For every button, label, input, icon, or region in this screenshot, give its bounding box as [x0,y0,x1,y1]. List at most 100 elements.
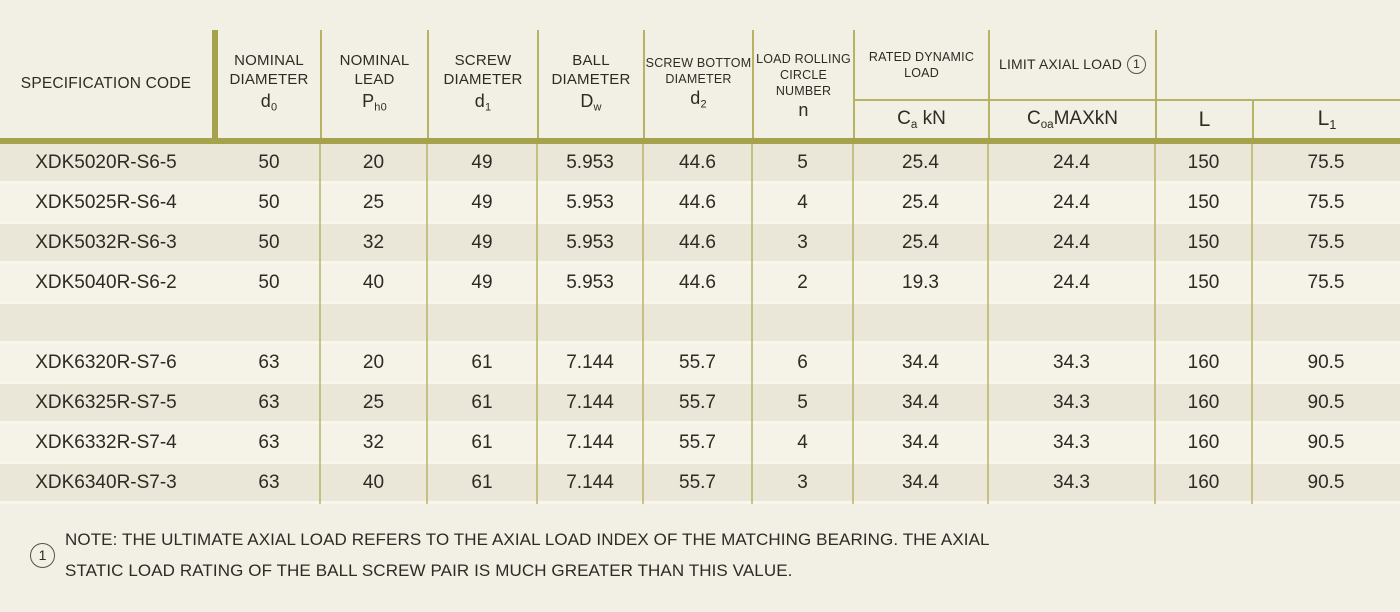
value-cell: 49 [471,191,493,213]
value-cell: 55.7 [679,351,716,373]
value-cell: 25 [362,191,385,213]
value-cell: 40 [362,471,385,493]
subheader-divider-line [853,99,1400,101]
column-header-limit-axial-load: LIMIT AXIAL LOAD 1 [988,30,1155,99]
symbol-ca: Ca kN [897,108,946,131]
value-cell: 3 [797,231,808,253]
spec-code-cell: XDK6332R-S7-4 [35,431,177,453]
spec-code-cell: XDK6320R-S7-6 [35,351,177,373]
symbol-ph0: Ph0 [362,90,387,114]
value-cell: 32 [362,231,385,253]
symbol-l1: L1 [1317,106,1337,133]
value-cell [643,304,752,341]
table-body: XDK5020R-S6-5 50 20 49 5.953 44.6 5 25.4 24.4 150… [0,144,1400,504]
table-row: XDK6320R-S7-6 63 20 61 7.144 55.7 6 34.4 34.3 160… [0,344,1400,384]
value-cell: 61 [471,431,493,453]
table-row: XDK5020R-S6-5 50 20 49 5.953 44.6 5 25.4 24.4 150… [0,144,1400,184]
value-cell: 7.144 [566,431,614,453]
value-cell: 49 [471,271,493,293]
value-cell: 5 [797,391,808,413]
value-cell: 75.5 [1307,191,1345,213]
value-cell: 75.5 [1307,271,1345,293]
value-cell: 160 [1187,431,1220,453]
header-line: LOAD ROLLING [756,51,851,66]
value-cell: 61 [471,391,493,413]
value-cell: 4 [797,431,808,453]
value-cell: 20 [362,151,385,173]
spec-code-cell: XDK5040R-S6-2 [35,271,177,293]
value-cell: 44.6 [679,151,716,173]
value-cell [988,304,1155,341]
subheader-ca-kn: Ca kN [853,101,988,138]
header-line: LEAD [354,70,395,88]
value-cell [320,304,427,341]
spec-code-cell [0,304,212,341]
value-cell [1252,304,1400,341]
value-cell: 34.3 [1053,351,1090,373]
value-cell: 44.6 [679,271,716,293]
value-cell: 50 [258,191,280,213]
column-header-specification-code: SPECIFICATION CODE [20,75,192,92]
symbol-l: L [1198,107,1211,131]
header-line: CIRCLE NUMBER [775,67,832,98]
header-line: DIAMETER [443,70,523,88]
value-cell [1155,304,1252,341]
spec-table: SPECIFICATION CODE NOMINAL DIAMETER d0 N… [0,30,1400,504]
value-cell: 25.4 [902,151,939,173]
header-line: DIAMETER [229,70,309,88]
subheader-coa-maxkn: CoaMAXkN [988,101,1155,138]
value-cell: 24.4 [1053,271,1090,293]
value-cell: 90.5 [1307,431,1345,453]
value-cell: 7.144 [566,471,614,493]
spec-code-cell: XDK5020R-S6-5 [35,151,177,173]
value-cell: 25.4 [902,191,939,213]
column-header-screw-diameter: SCREW DIAMETER d1 [427,30,537,138]
symbol-n: n [798,99,809,120]
value-cell [752,304,853,341]
value-cell [537,304,643,341]
spec-code-cell: XDK5025R-S6-4 [35,191,177,213]
value-cell: 34.4 [902,471,939,493]
circled-1-icon: 1 [1127,55,1147,74]
value-cell: 5.953 [566,191,614,213]
value-cell: 7.144 [566,391,614,413]
column-header-ball-diameter: BALL DIAMETER Dw [537,30,643,138]
value-cell: 24.4 [1053,191,1090,213]
header-line: LOAD [904,65,939,80]
value-cell: 49 [471,151,493,173]
value-cell: 5.953 [566,151,614,173]
value-cell: 160 [1187,471,1220,493]
value-cell: 150 [1187,191,1220,213]
value-cell: 63 [258,431,280,453]
value-cell: 34.4 [902,351,939,373]
table-row: XDK5040R-S6-2 50 40 49 5.953 44.6 2 19.3 24.4 150… [0,264,1400,304]
value-cell: 50 [258,231,280,253]
table-row: XDK5032R-S6-3 50 32 49 5.953 44.6 3 25.4 24.4 150… [0,224,1400,264]
column-divider-line [751,144,753,504]
column-header-rated-dynamic-load: RATED DYNAMIC LOAD [853,30,988,99]
table-row: XDK6332R-S7-4 63 32 61 7.144 55.7 4 34.4 34.3 160… [0,424,1400,464]
value-cell: 34.3 [1053,471,1090,493]
spec-code-cell: XDK5032R-S6-3 [35,231,177,253]
column-header-screw-bottom-diameter: SCREW BOTTOM DIAMETER d2 [643,30,752,138]
footnote-line-1: NOTE: THE ULTIMATE AXIAL LOAD REFERS TO … [65,530,990,549]
header-spacer [1155,30,1252,99]
value-cell: 55.7 [679,431,716,453]
value-cell: 49 [471,231,493,253]
value-cell: 160 [1187,351,1220,373]
value-cell: 55.7 [679,471,716,493]
value-cell: 63 [258,391,280,413]
value-cell: 19.3 [902,271,939,293]
value-cell: 5.953 [566,231,614,253]
value-cell: 34.4 [902,431,939,453]
value-cell: 5.953 [566,271,614,293]
column-divider-line [536,144,538,504]
header-line: BALL [572,51,610,69]
column-divider-line [1154,144,1156,504]
value-cell: 90.5 [1307,351,1345,373]
value-cell: 160 [1187,391,1220,413]
value-cell: 40 [362,271,385,293]
column-divider-line [987,144,989,504]
footnote: 1 NOTE: THE ULTIMATE AXIAL LOAD REFERS T… [30,524,990,586]
